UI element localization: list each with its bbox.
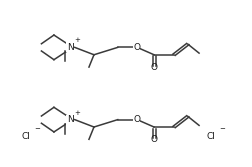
Text: Cl: Cl xyxy=(21,132,30,141)
Text: −: − xyxy=(34,126,40,132)
Text: −: − xyxy=(219,126,225,132)
Text: O: O xyxy=(133,115,139,124)
Text: N: N xyxy=(67,115,73,124)
Text: O: O xyxy=(133,43,139,52)
Text: N: N xyxy=(67,43,73,52)
Text: Cl: Cl xyxy=(206,132,215,141)
Text: +: + xyxy=(74,110,80,116)
Text: O: O xyxy=(150,135,157,144)
Text: +: + xyxy=(74,37,80,43)
Text: O: O xyxy=(150,63,157,72)
